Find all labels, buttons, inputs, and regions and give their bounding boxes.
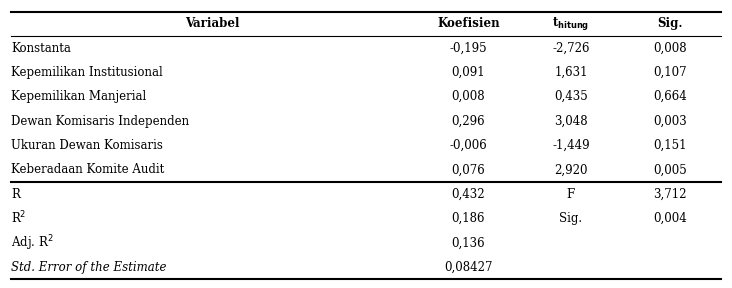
Text: 0,107: 0,107: [653, 66, 687, 79]
Text: 2,920: 2,920: [554, 163, 588, 176]
Text: Sig.: Sig.: [559, 212, 583, 225]
Text: -0,195: -0,195: [449, 41, 488, 54]
Text: t$_{\mathbf{hitung}}$: t$_{\mathbf{hitung}}$: [553, 15, 589, 32]
Text: Adj. R$^{2}$: Adj. R$^{2}$: [11, 233, 53, 253]
Text: Sig.: Sig.: [657, 17, 682, 30]
Text: 3,048: 3,048: [554, 115, 588, 128]
Text: 0,003: 0,003: [653, 115, 687, 128]
Text: -1,449: -1,449: [552, 139, 590, 152]
Text: R: R: [11, 188, 20, 201]
Text: Std. Error of the Estimate: Std. Error of the Estimate: [11, 261, 166, 274]
Text: 0,005: 0,005: [653, 163, 687, 176]
Text: 0,296: 0,296: [452, 115, 485, 128]
Text: 0,008: 0,008: [653, 41, 687, 54]
Text: 0,432: 0,432: [452, 188, 485, 201]
Text: -2,726: -2,726: [552, 41, 590, 54]
Text: -0,006: -0,006: [449, 139, 488, 152]
Text: Keberadaan Komite Audit: Keberadaan Komite Audit: [11, 163, 164, 176]
Text: F: F: [567, 188, 575, 201]
Text: Dewan Komisaris Independen: Dewan Komisaris Independen: [11, 115, 189, 128]
Text: Kepemilikan Manjerial: Kepemilikan Manjerial: [11, 90, 146, 103]
Text: 3,712: 3,712: [653, 188, 687, 201]
Text: 0,151: 0,151: [653, 139, 687, 152]
Text: Kepemilikan Institusional: Kepemilikan Institusional: [11, 66, 163, 79]
Text: 0,664: 0,664: [653, 90, 687, 103]
Text: Koefisien: Koefisien: [437, 17, 500, 30]
Text: 0,435: 0,435: [554, 90, 588, 103]
Text: 1,631: 1,631: [554, 66, 588, 79]
Text: 0,004: 0,004: [653, 212, 687, 225]
Text: 0,186: 0,186: [452, 212, 485, 225]
Text: Konstanta: Konstanta: [11, 41, 71, 54]
Text: 0,08427: 0,08427: [444, 261, 493, 274]
Text: Variabel: Variabel: [185, 17, 239, 30]
Text: 0,136: 0,136: [452, 236, 485, 249]
Text: 0,076: 0,076: [452, 163, 485, 176]
Text: 0,008: 0,008: [452, 90, 485, 103]
Text: Ukuran Dewan Komisaris: Ukuran Dewan Komisaris: [11, 139, 163, 152]
Text: R$^{2}$: R$^{2}$: [11, 210, 26, 227]
Text: 0,091: 0,091: [452, 66, 485, 79]
